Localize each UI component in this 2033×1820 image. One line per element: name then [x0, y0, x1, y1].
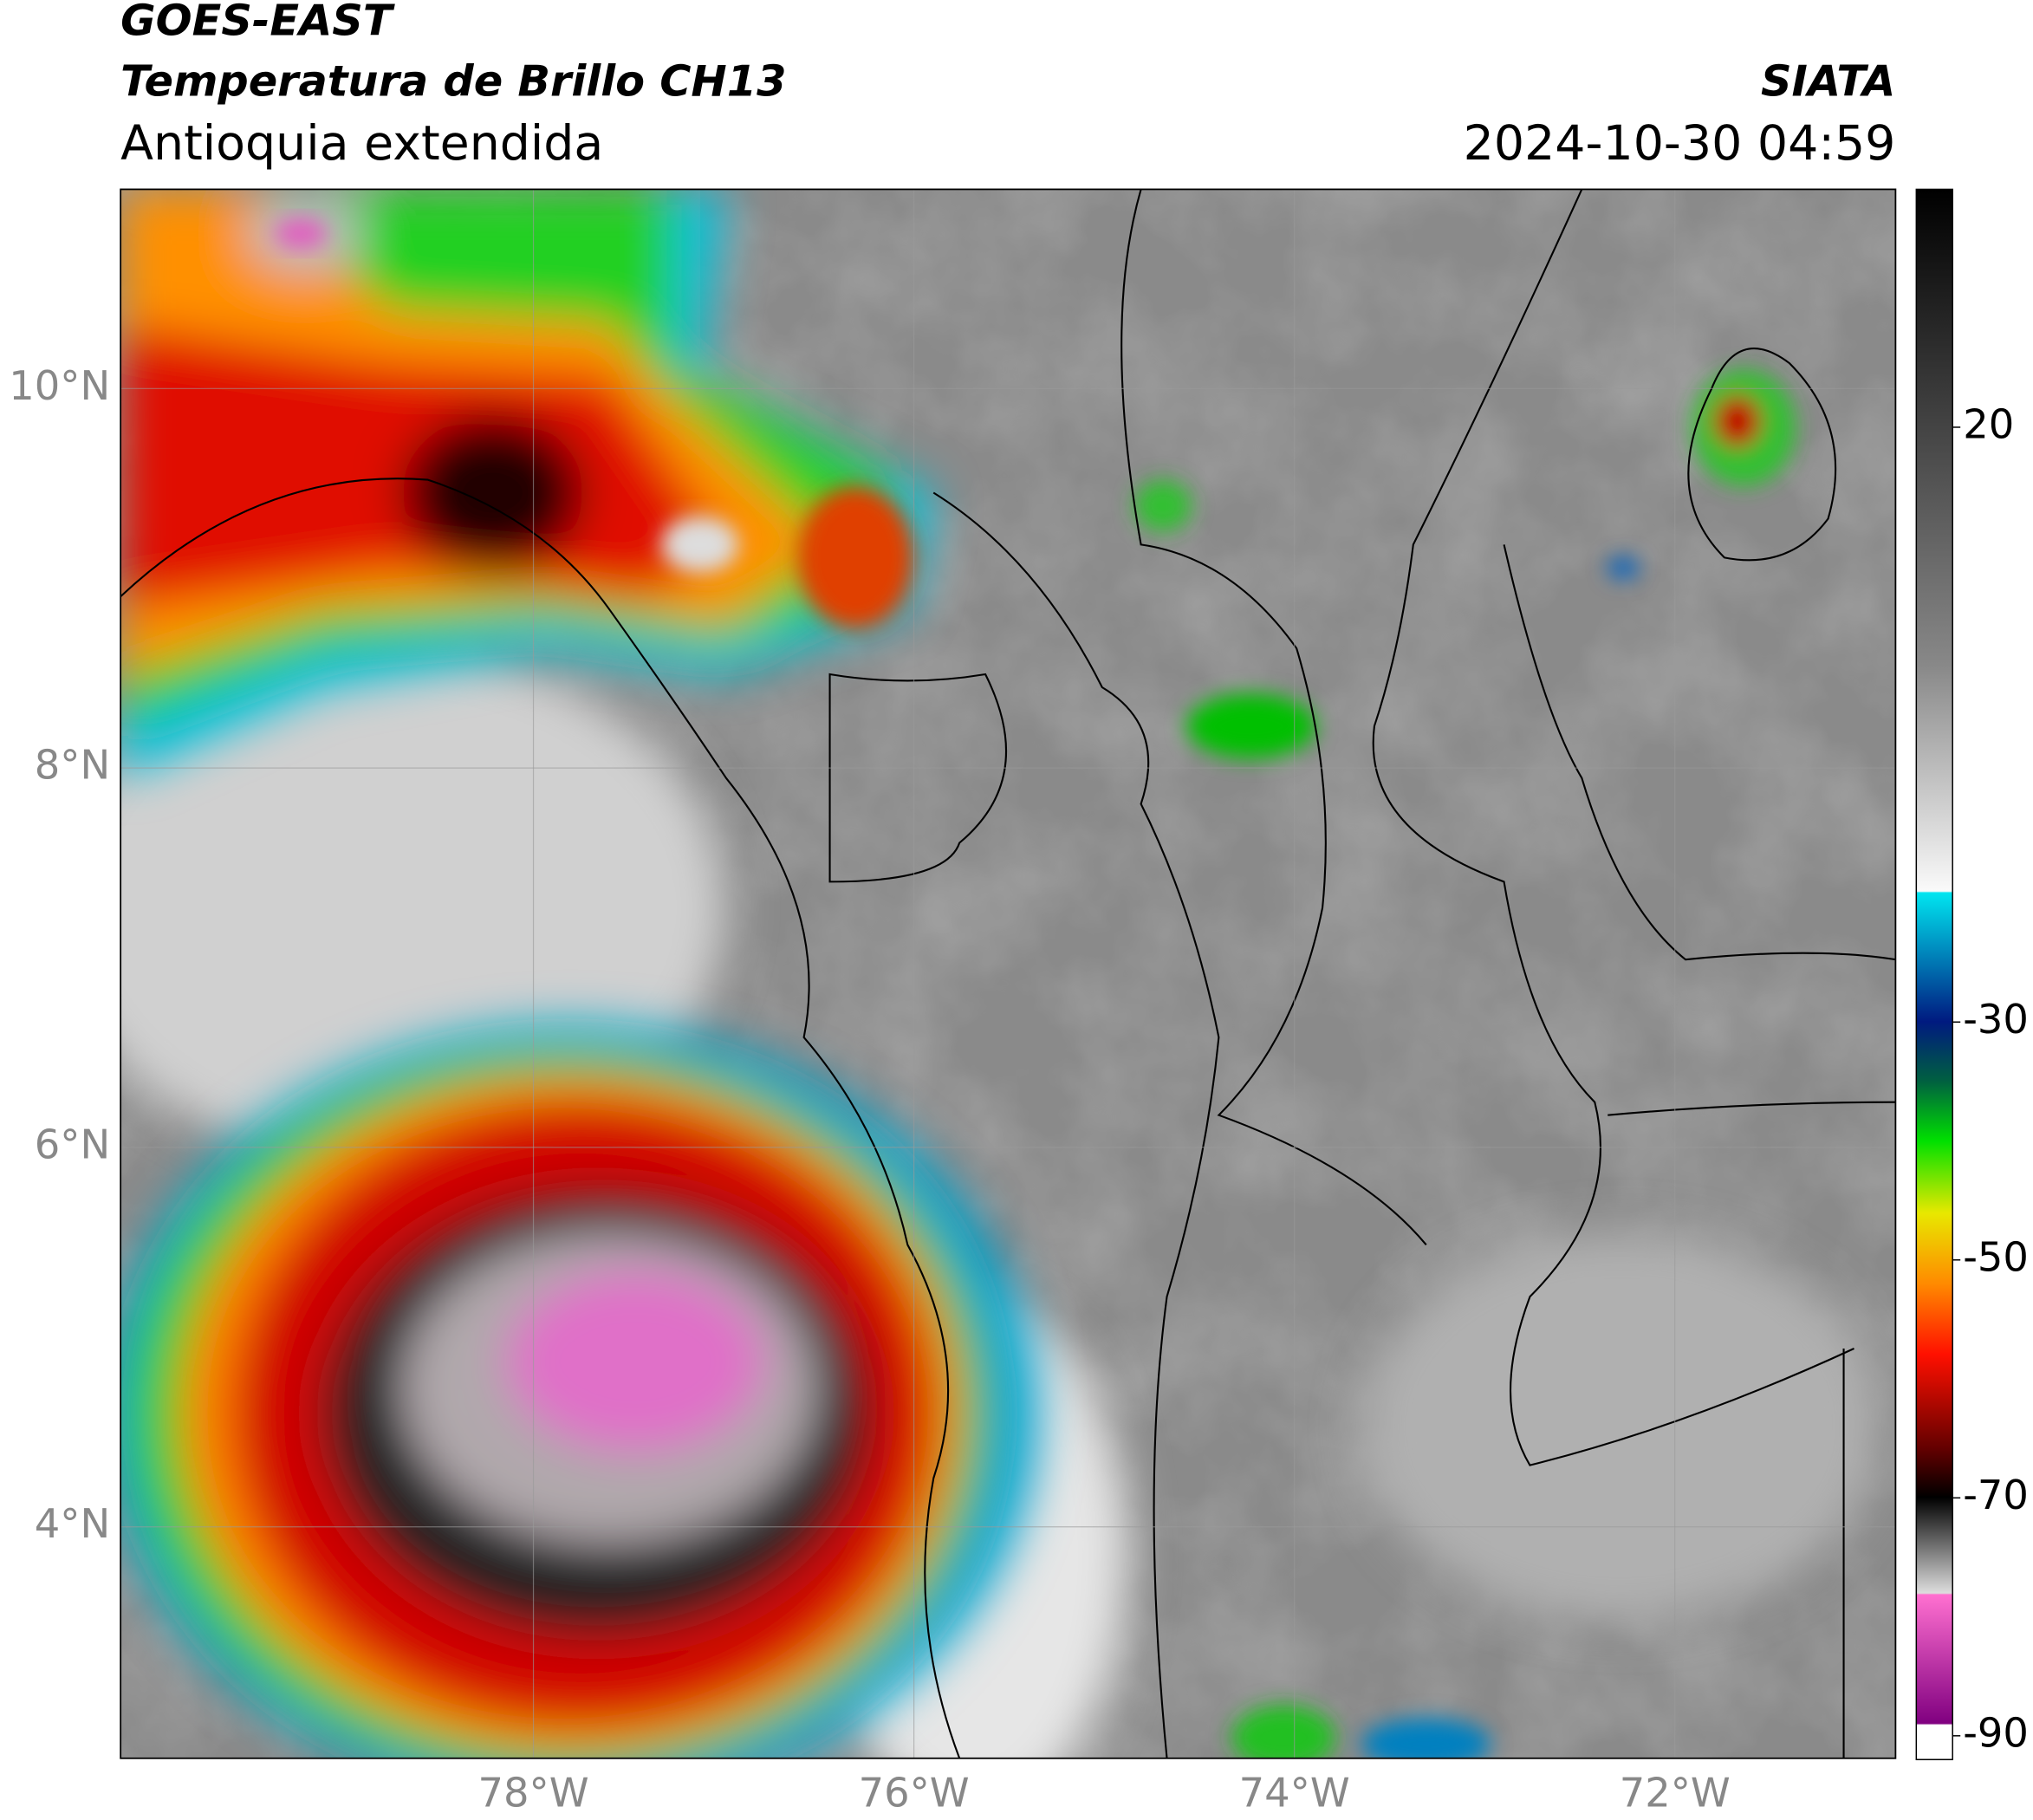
- datetime: 2024-10-30 04:59: [1464, 116, 1896, 172]
- colorbar-tick-label: 20: [1963, 400, 2014, 447]
- satellite-image: [120, 189, 1896, 1758]
- colorbar: [1915, 188, 1953, 1761]
- source: SIATA: [1761, 56, 1895, 107]
- x-tick-label: 76°W: [859, 1770, 970, 1817]
- y-tick-label: 10°N: [9, 362, 110, 409]
- subtitle: Temperatura de Brillo CH13: [120, 56, 786, 107]
- title: GOES-EAST: [120, 0, 395, 45]
- y-tick-label: 4°N: [35, 1500, 110, 1547]
- colorbar-tick-label: -70: [1963, 1472, 2029, 1518]
- colorbar-tick-label: -30: [1963, 996, 2029, 1043]
- x-tick-label: 72°W: [1620, 1770, 1731, 1817]
- region: Antioquia extendida: [120, 116, 603, 172]
- graticule: [120, 189, 1896, 1758]
- x-tick-label: 78°W: [478, 1770, 589, 1817]
- boundaries: [120, 189, 1896, 1758]
- x-tick-label: 74°W: [1239, 1770, 1350, 1817]
- y-tick-label: 6°N: [35, 1121, 110, 1167]
- colorbar-tick-label: -50: [1963, 1233, 2029, 1280]
- y-tick-label: 8°N: [35, 742, 110, 789]
- colorbar-tick-label: -90: [1963, 1709, 2029, 1756]
- map-frame: [120, 188, 1897, 1759]
